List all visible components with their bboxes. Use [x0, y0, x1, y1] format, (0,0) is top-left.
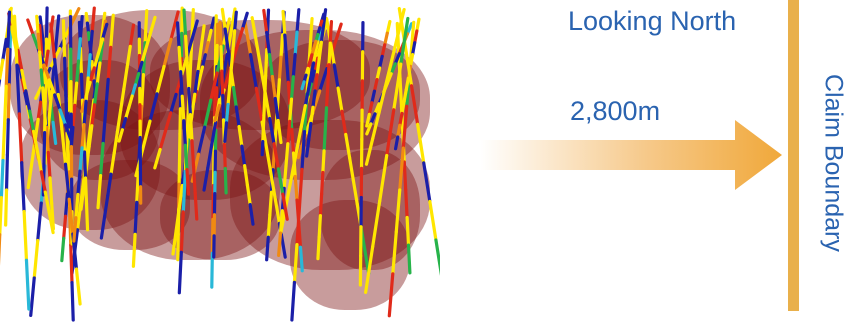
drillhole: [4, 12, 13, 227]
drillhole: [137, 21, 143, 205]
drillhole: [223, 10, 238, 143]
drillhole: [96, 13, 115, 210]
drillhole: [35, 14, 48, 126]
drillhole: [72, 6, 96, 243]
drillhole: [12, 14, 31, 311]
drillhole: [364, 8, 406, 166]
drillhole: [0, 10, 12, 267]
drillhole: [316, 19, 334, 261]
drillhole: [250, 16, 289, 221]
claim-boundary-label-box: Claim Boundary: [808, 0, 858, 325]
drillhole: [364, 16, 410, 294]
drillhole: [305, 8, 328, 158]
view-direction-title: Looking North: [568, 6, 737, 36]
drillhole: [262, 8, 283, 145]
mineralization-shell: [100, 110, 280, 260]
drillhole: [175, 21, 191, 196]
drillhole: [117, 15, 157, 143]
drillhole: [300, 12, 326, 91]
drillhole: [99, 23, 136, 240]
drillhole: [397, 7, 440, 276]
drillhole: [365, 19, 392, 128]
drillhole: [358, 20, 365, 287]
drillholes: [0, 6, 440, 322]
drillhole: [134, 10, 180, 178]
drillhole: [212, 22, 220, 259]
drillhole-model-image: [0, 6, 440, 322]
direction-arrow: [480, 120, 782, 190]
distance-label: 2,800m: [570, 96, 661, 126]
drillhole: [182, 8, 199, 221]
claim-boundary-line: [788, 0, 799, 311]
claim-boundary-label: Claim Boundary: [819, 73, 848, 252]
drillhole: [393, 17, 421, 151]
drillhole: [277, 8, 301, 257]
